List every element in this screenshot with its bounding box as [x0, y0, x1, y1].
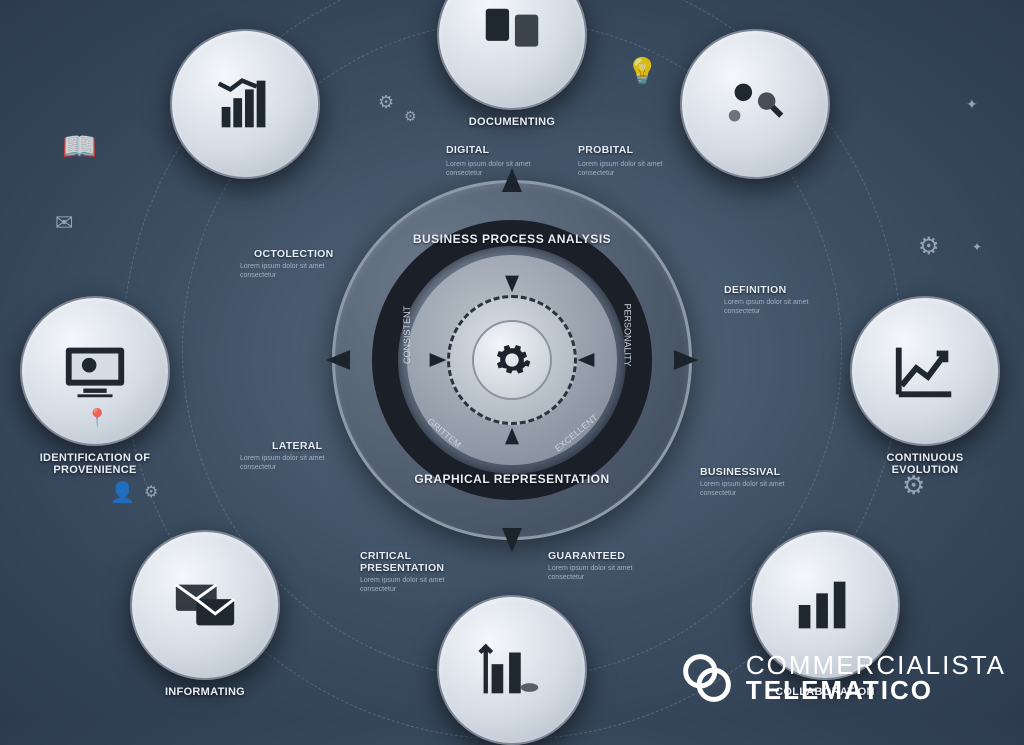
node-bottom-left-label: INFORMATING [135, 686, 275, 698]
node-right [850, 296, 1000, 446]
spoke-label: DEFINITION [724, 284, 787, 296]
gear-icon: ⚙ [144, 482, 158, 502]
hub-arrow-in [430, 353, 447, 367]
bulb-icon: 💡 [626, 56, 658, 87]
gear-icon: ⚙ [378, 92, 394, 113]
spoke-sub: Lorem ipsum dolor sit amet consectetur [446, 160, 546, 178]
center-hub: BUSINESS PROCESS ANALYSIS GRAPHICAL REPR… [332, 180, 692, 540]
node-top [437, 0, 587, 110]
brand-logo: COMMERCIALISTA TELEMATICO [680, 651, 1006, 705]
spoke-label: OCTOLECTION [254, 248, 334, 260]
hub-arrow-in [578, 353, 595, 367]
logo-mark-icon [680, 651, 734, 705]
hub-arrow [674, 350, 698, 370]
node-bottom-left [130, 530, 280, 680]
gear-icon [492, 340, 532, 380]
node-top-right [680, 29, 830, 179]
lookup-icon [720, 69, 790, 139]
bars-icon [790, 570, 860, 640]
spoke-label: BUSINESSIVAL [700, 466, 780, 478]
spoke-sub: Lorem ipsum dolor sit amet consectetur [724, 298, 824, 316]
spoke-sub: Lorem ipsum dolor sit amet consectetur [548, 564, 648, 582]
hub-title-top: BUSINESS PROCESS ANALYSIS [412, 232, 612, 246]
hub-arrow-in [505, 275, 519, 292]
docs-icon [477, 0, 547, 70]
sparkle-icon: ✦ [966, 96, 978, 113]
growth-icon [890, 336, 960, 406]
bars2-icon [477, 635, 547, 705]
chart-icon [210, 69, 280, 139]
hub-title-bottom: GRAPHICAL REPRESENTATION [412, 472, 612, 486]
envelope-icon: ✉ [55, 210, 73, 236]
user-icon: 👤 [110, 480, 135, 505]
spoke-label: GUARANTEED [548, 550, 625, 562]
spoke-sub: Lorem ipsum dolor sit amet consectetur [360, 576, 460, 594]
hub-arrow [326, 350, 350, 370]
hub-arrow-in [505, 427, 519, 444]
spoke-sub: Lorem ipsum dolor sit amet consectetur [240, 454, 340, 472]
gear-icon: ⚙ [918, 232, 940, 261]
spoke-label: CRITICAL PRESENTATION [360, 550, 490, 574]
gear-icon: ⚙ [404, 108, 417, 125]
spoke-sub: Lorem ipsum dolor sit amet consectetur [240, 262, 340, 280]
monitor-icon [60, 336, 130, 406]
logo-line2: TELEMATICO [746, 678, 1006, 703]
node-top-left [170, 29, 320, 179]
node-top-label: DOCUMENTING [442, 116, 582, 128]
spoke-sub: Lorem ipsum dolor sit amet consectetur [700, 480, 800, 498]
hub-arrow [502, 528, 522, 552]
spoke-label: LATERAL [272, 440, 322, 452]
node-left-label: IDENTIFICATION OF PROVENIENCE [25, 452, 165, 476]
spoke-label: PROBITAL [578, 144, 633, 156]
hub-segment-right: PERSONALITY [623, 303, 633, 366]
gear-icon: ⚙ [902, 470, 925, 501]
spoke-sub: Lorem ipsum dolor sit amet consectetur [578, 160, 678, 178]
mail-icon [170, 570, 240, 640]
pin-icon: 📍 [86, 408, 108, 429]
book-icon: 📖 [62, 130, 97, 163]
spoke-label: DIGITAL [446, 144, 489, 156]
diagram-canvas: BUSINESS PROCESS ANALYSIS GRAPHICAL REPR… [0, 0, 1024, 719]
sparkle-icon: ✦ [972, 240, 982, 254]
node-bottom [437, 595, 587, 745]
hub-segment-left: CONSISTENT [402, 305, 412, 363]
